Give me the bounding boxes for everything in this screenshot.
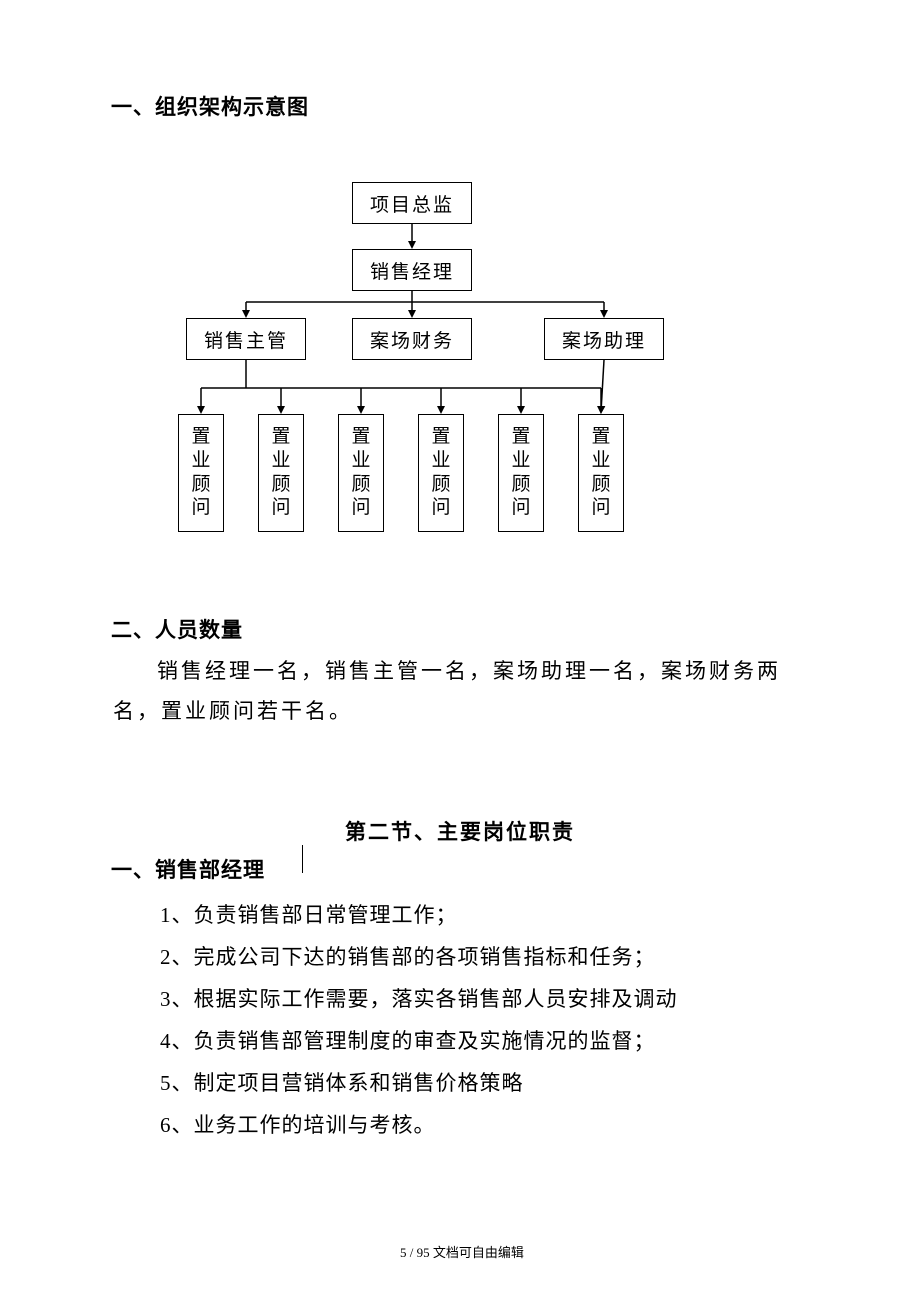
org-connectors (0, 0, 920, 560)
staff-paragraph: 销售经理一名，销售主管一名，案场助理一名，案场财务两名，置业顾问若干名。 (113, 652, 813, 732)
duty-item-3: 3、根据实际工作需要，落实各销售部人员安排及调动 (160, 978, 860, 1020)
document-page: 一、组织架构示意图 项目总监 销售经理 销售主管 案场财务 案场助理 置业顾问 … (0, 0, 920, 1302)
duty-item-1: 1、负责销售部日常管理工作； (160, 894, 860, 936)
manager-duties-list: 1、负责销售部日常管理工作； 2、完成公司下达的销售部的各项销售指标和任务； 3… (160, 894, 860, 1146)
heading-staff-count: 二、人员数量 (111, 614, 243, 644)
duty-item-2: 2、完成公司下达的销售部的各项销售指标和任务； (160, 936, 860, 978)
text-cursor (302, 845, 303, 873)
duty-item-4: 4、负责销售部管理制度的审查及实施情况的监督； (160, 1020, 860, 1062)
page-footer: 5 / 95 文档可自由编辑 (400, 1242, 524, 1261)
duty-item-6: 6、业务工作的培训与考核。 (160, 1104, 860, 1146)
section-2-title: 第二节、主要岗位职责 (345, 816, 575, 846)
heading-sales-manager: 一、销售部经理 (111, 854, 265, 884)
duty-item-5: 5、制定项目营销体系和销售价格策略 (160, 1062, 860, 1104)
